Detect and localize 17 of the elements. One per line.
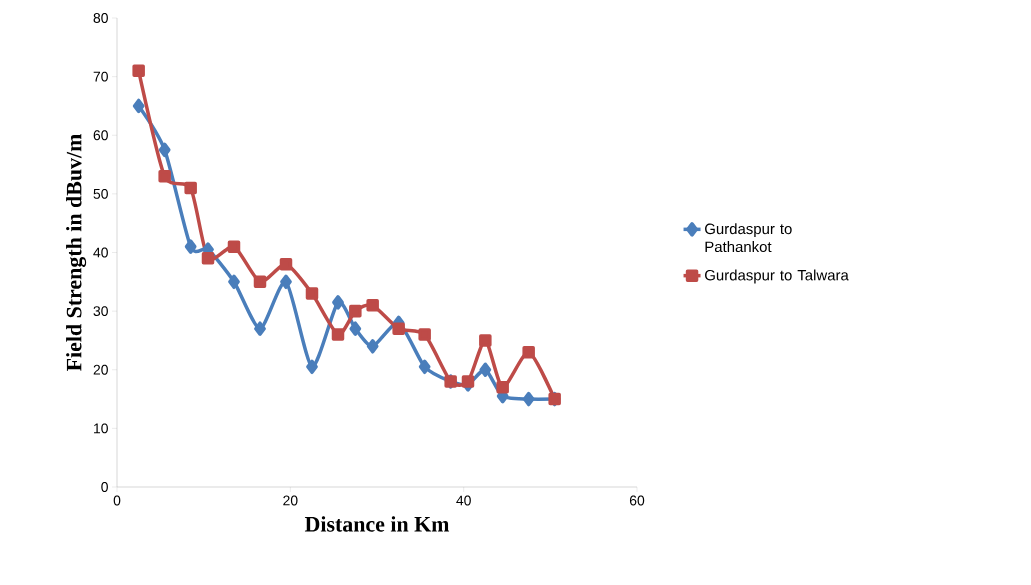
y-tick-label: 10 <box>94 423 108 434</box>
x-tick-label: 20 <box>283 495 298 506</box>
x-tick-label: 40 <box>456 495 471 506</box>
y-tick-label: 40 <box>93 247 108 258</box>
y-tick-label: 0 <box>101 482 108 492</box>
y-axis-title: Field Strength in dBuv/m <box>66 134 87 371</box>
x-tick-label: 0 <box>113 495 121 506</box>
y-tick-label: 30 <box>93 306 108 317</box>
x-axis-title: Distance in Km <box>304 516 450 532</box>
x-tick-label: 60 <box>629 495 645 506</box>
legend-label: Gurdaspur to Pathankot <box>705 223 792 253</box>
y-tick-label: 50 <box>93 188 108 199</box>
y-tick-label: 60 <box>93 130 108 141</box>
y-tick-label: 20 <box>93 364 108 375</box>
y-tick-label: 70 <box>93 71 108 82</box>
legend-label: Gurdaspur to Talwara <box>705 269 849 284</box>
y-tick-label: 80 <box>93 13 108 23</box>
